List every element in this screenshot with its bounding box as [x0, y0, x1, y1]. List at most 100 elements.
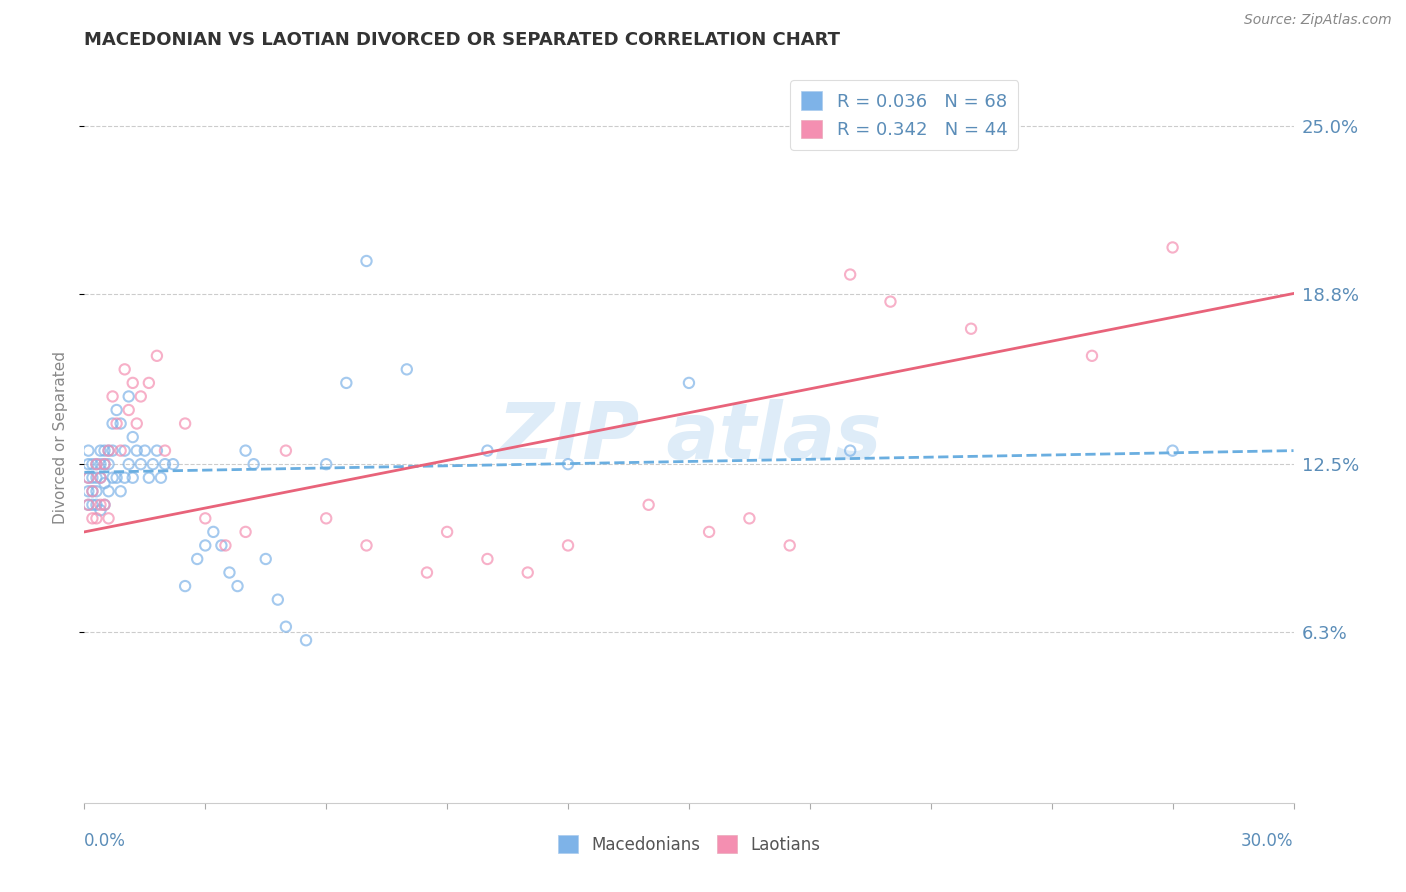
Point: [89, 503, 111, 517]
Point: [118, 389, 141, 403]
Point: [101, 443, 124, 458]
Point: [254, 552, 277, 566]
Point: [1161, 443, 1184, 458]
Point: [82, 457, 104, 471]
Legend: Macedonians, Laotians: Macedonians, Laotians: [551, 829, 827, 860]
Point: [82, 511, 104, 525]
Point: [93, 476, 115, 491]
Point: [149, 471, 172, 485]
Point: [335, 376, 357, 390]
Point: [89, 457, 111, 471]
Point: [153, 443, 176, 458]
Point: [235, 443, 257, 458]
Point: [416, 566, 439, 580]
Point: [121, 376, 143, 390]
Point: [879, 294, 901, 309]
Point: [697, 524, 720, 539]
Point: [125, 443, 148, 458]
Point: [295, 633, 318, 648]
Point: [839, 268, 862, 282]
Point: [162, 457, 184, 471]
Point: [86, 484, 108, 499]
Point: [89, 498, 111, 512]
Point: [114, 471, 136, 485]
Text: 0.0%: 0.0%: [84, 832, 127, 850]
Point: [557, 457, 579, 471]
Point: [678, 376, 700, 390]
Point: [174, 417, 197, 431]
Point: [97, 457, 120, 471]
Point: [97, 511, 120, 525]
Point: [86, 498, 108, 512]
Point: [138, 471, 160, 485]
Point: [93, 498, 115, 512]
Point: [194, 511, 217, 525]
Point: [129, 389, 152, 403]
Point: [77, 457, 100, 471]
Point: [738, 511, 761, 525]
Point: [118, 403, 141, 417]
Point: [93, 457, 115, 471]
Text: ZIP atlas: ZIP atlas: [496, 399, 882, 475]
Point: [89, 471, 111, 485]
Point: [77, 498, 100, 512]
Point: [218, 566, 240, 580]
Point: [121, 430, 143, 444]
Point: [436, 524, 458, 539]
Point: [274, 620, 297, 634]
Point: [77, 443, 100, 458]
Point: [89, 471, 111, 485]
Point: [202, 524, 225, 539]
Point: [97, 443, 120, 458]
Point: [194, 538, 217, 552]
Point: [77, 471, 100, 485]
Point: [105, 403, 128, 417]
Point: [226, 579, 249, 593]
Point: [1081, 349, 1104, 363]
Point: [118, 457, 141, 471]
Point: [86, 457, 108, 471]
Point: [121, 471, 143, 485]
Point: [93, 443, 115, 458]
Text: Source: ZipAtlas.com: Source: ZipAtlas.com: [1244, 13, 1392, 28]
Point: [146, 443, 169, 458]
Point: [97, 484, 120, 499]
Point: [110, 484, 132, 499]
Point: [110, 417, 132, 431]
Point: [101, 471, 124, 485]
Point: [114, 362, 136, 376]
Point: [82, 484, 104, 499]
Point: [779, 538, 801, 552]
Point: [242, 457, 264, 471]
Point: [86, 471, 108, 485]
Point: [101, 417, 124, 431]
Point: [839, 443, 862, 458]
Point: [97, 443, 120, 458]
Point: [153, 457, 176, 471]
Point: [105, 417, 128, 431]
Point: [174, 579, 197, 593]
Point: [89, 443, 111, 458]
Point: [101, 389, 124, 403]
Point: [134, 443, 156, 458]
Point: [77, 498, 100, 512]
Point: [146, 349, 169, 363]
Point: [356, 538, 378, 552]
Point: [1161, 240, 1184, 254]
Point: [477, 443, 499, 458]
Point: [93, 498, 115, 512]
Point: [125, 417, 148, 431]
Text: 30.0%: 30.0%: [1241, 832, 1294, 850]
Point: [315, 457, 337, 471]
Point: [214, 538, 236, 552]
Point: [186, 552, 208, 566]
Point: [82, 498, 104, 512]
Point: [267, 592, 290, 607]
Point: [110, 443, 132, 458]
Point: [142, 457, 165, 471]
Point: [86, 457, 108, 471]
Point: [477, 552, 499, 566]
Point: [105, 471, 128, 485]
Point: [82, 484, 104, 499]
Point: [209, 538, 232, 552]
